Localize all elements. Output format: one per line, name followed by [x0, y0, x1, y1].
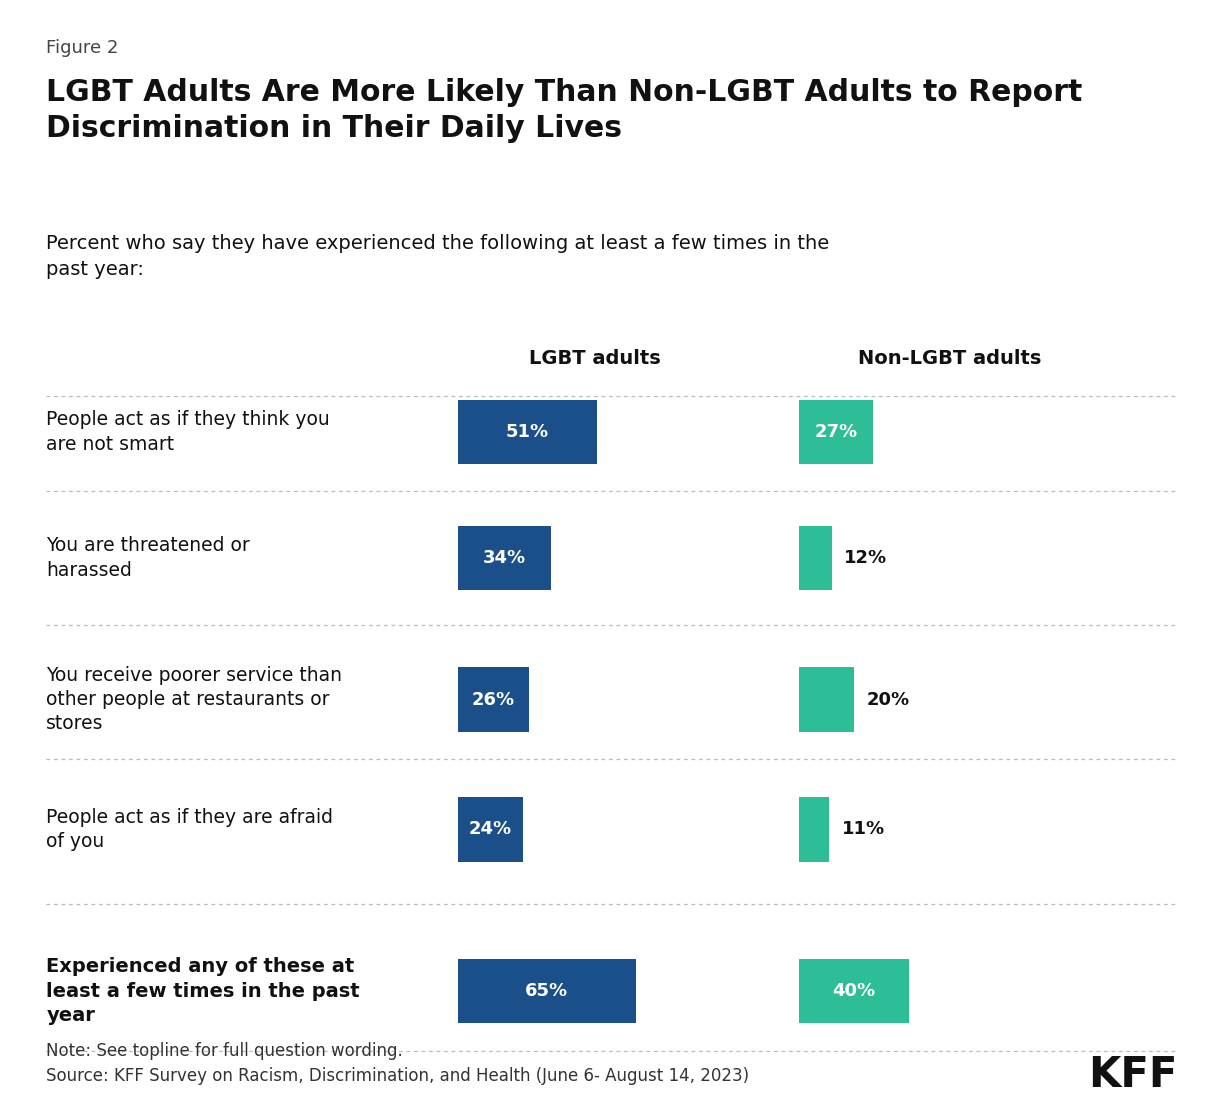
Text: Experienced any of these at
least a few times in the past
year: Experienced any of these at least a few … — [46, 958, 360, 1024]
Text: 27%: 27% — [815, 423, 858, 441]
FancyBboxPatch shape — [458, 797, 523, 862]
Text: Note: See topline for full question wording.: Note: See topline for full question word… — [46, 1042, 403, 1060]
Text: You receive poorer service than
other people at restaurants or
stores: You receive poorer service than other pe… — [46, 666, 343, 733]
Text: 65%: 65% — [525, 982, 569, 1000]
FancyBboxPatch shape — [458, 400, 598, 464]
Text: 24%: 24% — [468, 820, 512, 838]
Text: LGBT adults: LGBT adults — [529, 349, 660, 368]
FancyBboxPatch shape — [799, 959, 909, 1023]
Text: Percent who say they have experienced the following at least a few times in the
: Percent who say they have experienced th… — [46, 234, 830, 279]
Text: 20%: 20% — [866, 691, 909, 709]
Text: Figure 2: Figure 2 — [46, 39, 118, 57]
Text: KFF: KFF — [1088, 1054, 1177, 1096]
FancyBboxPatch shape — [458, 667, 529, 732]
FancyBboxPatch shape — [799, 400, 874, 464]
Text: Source: KFF Survey on Racism, Discrimination, and Health (June 6- August 14, 202: Source: KFF Survey on Racism, Discrimina… — [46, 1067, 749, 1085]
Text: 12%: 12% — [844, 549, 887, 567]
Text: 40%: 40% — [832, 982, 876, 1000]
FancyBboxPatch shape — [799, 526, 832, 590]
Text: You are threatened or
harassed: You are threatened or harassed — [46, 537, 250, 579]
Text: LGBT Adults Are More Likely Than Non-LGBT Adults to Report
Discrimination in The: LGBT Adults Are More Likely Than Non-LGB… — [46, 78, 1082, 143]
Text: Non-LGBT adults: Non-LGBT adults — [859, 349, 1042, 368]
FancyBboxPatch shape — [799, 797, 830, 862]
Text: 11%: 11% — [842, 820, 884, 838]
FancyBboxPatch shape — [799, 667, 854, 732]
Text: People act as if they are afraid
of you: People act as if they are afraid of you — [46, 808, 333, 850]
Text: 51%: 51% — [506, 423, 549, 441]
FancyBboxPatch shape — [458, 526, 551, 590]
Text: 34%: 34% — [483, 549, 526, 567]
Text: People act as if they think you
are not smart: People act as if they think you are not … — [46, 411, 331, 453]
FancyBboxPatch shape — [458, 959, 636, 1023]
Text: 26%: 26% — [472, 691, 515, 709]
